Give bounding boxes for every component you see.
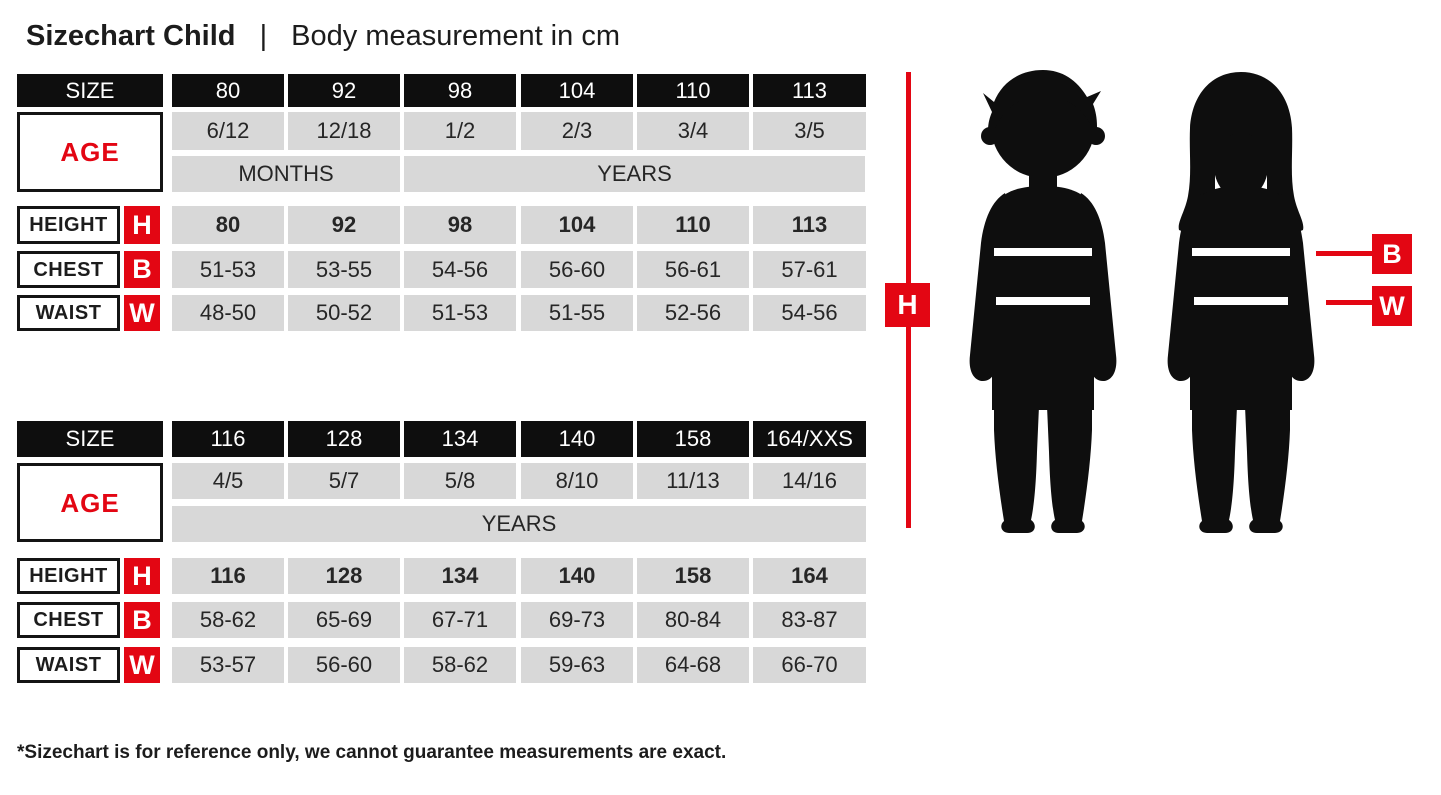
waist-cell: 58-62 — [404, 647, 516, 683]
waist-cell: 56-60 — [288, 647, 400, 683]
chest-cell: 54-56 — [404, 251, 516, 288]
height-cell: 134 — [404, 558, 516, 594]
chest-cell: 56-61 — [637, 251, 749, 288]
size-cell: 113 — [753, 74, 866, 107]
chest-abbr-badge: B — [124, 602, 160, 638]
waist-cell: 66-70 — [753, 647, 866, 683]
chest-cell: 58-62 — [172, 602, 284, 638]
waist-cell: 51-55 — [521, 295, 633, 331]
waist-cell: 64-68 — [637, 647, 749, 683]
size-cell: 134 — [404, 421, 516, 457]
chest-cell: 69-73 — [521, 602, 633, 638]
height-row-label: HEIGHT — [17, 558, 120, 594]
girl-chest-line — [1192, 248, 1290, 256]
size-cell: 158 — [637, 421, 749, 457]
chest-row-label: CHEST — [17, 251, 120, 288]
chest-cell: 67-71 — [404, 602, 516, 638]
age-cell: 3/4 — [637, 112, 749, 150]
chest-cell: 57-61 — [753, 251, 866, 288]
waist-measure-line — [1326, 300, 1372, 305]
page-title-subtitle: Body measurement in cm — [291, 20, 620, 52]
size-cell: 110 — [637, 74, 749, 107]
size-cell: 92 — [288, 74, 400, 107]
height-cell: 113 — [753, 206, 866, 244]
age-unit-years: YEARS — [404, 156, 865, 192]
waist-marker: W — [1372, 286, 1412, 326]
boy-chest-line — [994, 248, 1092, 256]
height-cell: 164 — [753, 558, 866, 594]
age-cell: 14/16 — [753, 463, 866, 499]
age-cell: 5/7 — [288, 463, 400, 499]
waist-row-label: WAIST — [17, 647, 120, 683]
age-cell: 3/5 — [753, 112, 866, 150]
age-cell: 2/3 — [521, 112, 633, 150]
chest-cell: 80-84 — [637, 602, 749, 638]
age-cell: 8/10 — [521, 463, 633, 499]
chest-abbr-badge: B — [124, 251, 160, 288]
height-cell: 92 — [288, 206, 400, 244]
waist-cell: 48-50 — [172, 295, 284, 331]
height-cell: 158 — [637, 558, 749, 594]
height-abbr-badge: H — [124, 558, 160, 594]
height-cell: 140 — [521, 558, 633, 594]
size-cell: 140 — [521, 421, 633, 457]
height-cell: 80 — [172, 206, 284, 244]
boy-silhouette — [969, 70, 1117, 533]
size-header-label: SIZE — [17, 421, 163, 457]
height-cell: 104 — [521, 206, 633, 244]
page-title-separator: | — [259, 20, 268, 52]
age-cell: 4/5 — [172, 463, 284, 499]
age-cell: 5/8 — [404, 463, 516, 499]
waist-cell: 52-56 — [637, 295, 749, 331]
waist-abbr-badge: W — [124, 647, 160, 683]
chest-measure-line — [1316, 251, 1372, 256]
age-cell: 6/12 — [172, 112, 284, 150]
waist-cell: 53-57 — [172, 647, 284, 683]
chest-cell: 56-60 — [521, 251, 633, 288]
age-cell: 11/13 — [637, 463, 749, 499]
size-cell: 116 — [172, 421, 284, 457]
footnote: *Sizechart is for reference only, we can… — [17, 742, 727, 763]
age-cell: 1/2 — [404, 112, 516, 150]
size-cell: 104 — [521, 74, 633, 107]
height-row-label: HEIGHT — [17, 206, 120, 244]
age-header-label: AGE — [17, 463, 163, 542]
height-cell: 98 — [404, 206, 516, 244]
age-cell: 12/18 — [288, 112, 400, 150]
size-cell: 128 — [288, 421, 400, 457]
size-cell: 98 — [404, 74, 516, 107]
girl-waist-line — [1194, 297, 1288, 305]
age-unit-years: YEARS — [172, 506, 866, 542]
height-cell: 116 — [172, 558, 284, 594]
chest-row-label: CHEST — [17, 602, 120, 638]
page-title: Sizechart Child | Body measurement in cm — [26, 20, 620, 53]
chest-cell: 65-69 — [288, 602, 400, 638]
size-cell: 164/XXS — [753, 421, 866, 457]
height-abbr-badge: H — [124, 206, 160, 244]
size-header-label: SIZE — [17, 74, 163, 107]
age-header-label: AGE — [17, 112, 163, 192]
page-title-main: Sizechart Child — [26, 20, 236, 52]
waist-cell: 50-52 — [288, 295, 400, 331]
boy-waist-line — [996, 297, 1090, 305]
chest-cell: 51-53 — [172, 251, 284, 288]
height-cell: 128 — [288, 558, 400, 594]
size-cell: 80 — [172, 74, 284, 107]
chest-cell: 83-87 — [753, 602, 866, 638]
chest-cell: 53-55 — [288, 251, 400, 288]
waist-cell: 54-56 — [753, 295, 866, 331]
waist-abbr-badge: W — [124, 295, 160, 331]
waist-row-label: WAIST — [17, 295, 120, 331]
age-unit-months: MONTHS — [172, 156, 400, 192]
height-marker: H — [885, 283, 930, 327]
chest-marker: B — [1372, 234, 1412, 274]
waist-cell: 51-53 — [404, 295, 516, 331]
height-cell: 110 — [637, 206, 749, 244]
girl-silhouette — [1167, 72, 1315, 533]
waist-cell: 59-63 — [521, 647, 633, 683]
